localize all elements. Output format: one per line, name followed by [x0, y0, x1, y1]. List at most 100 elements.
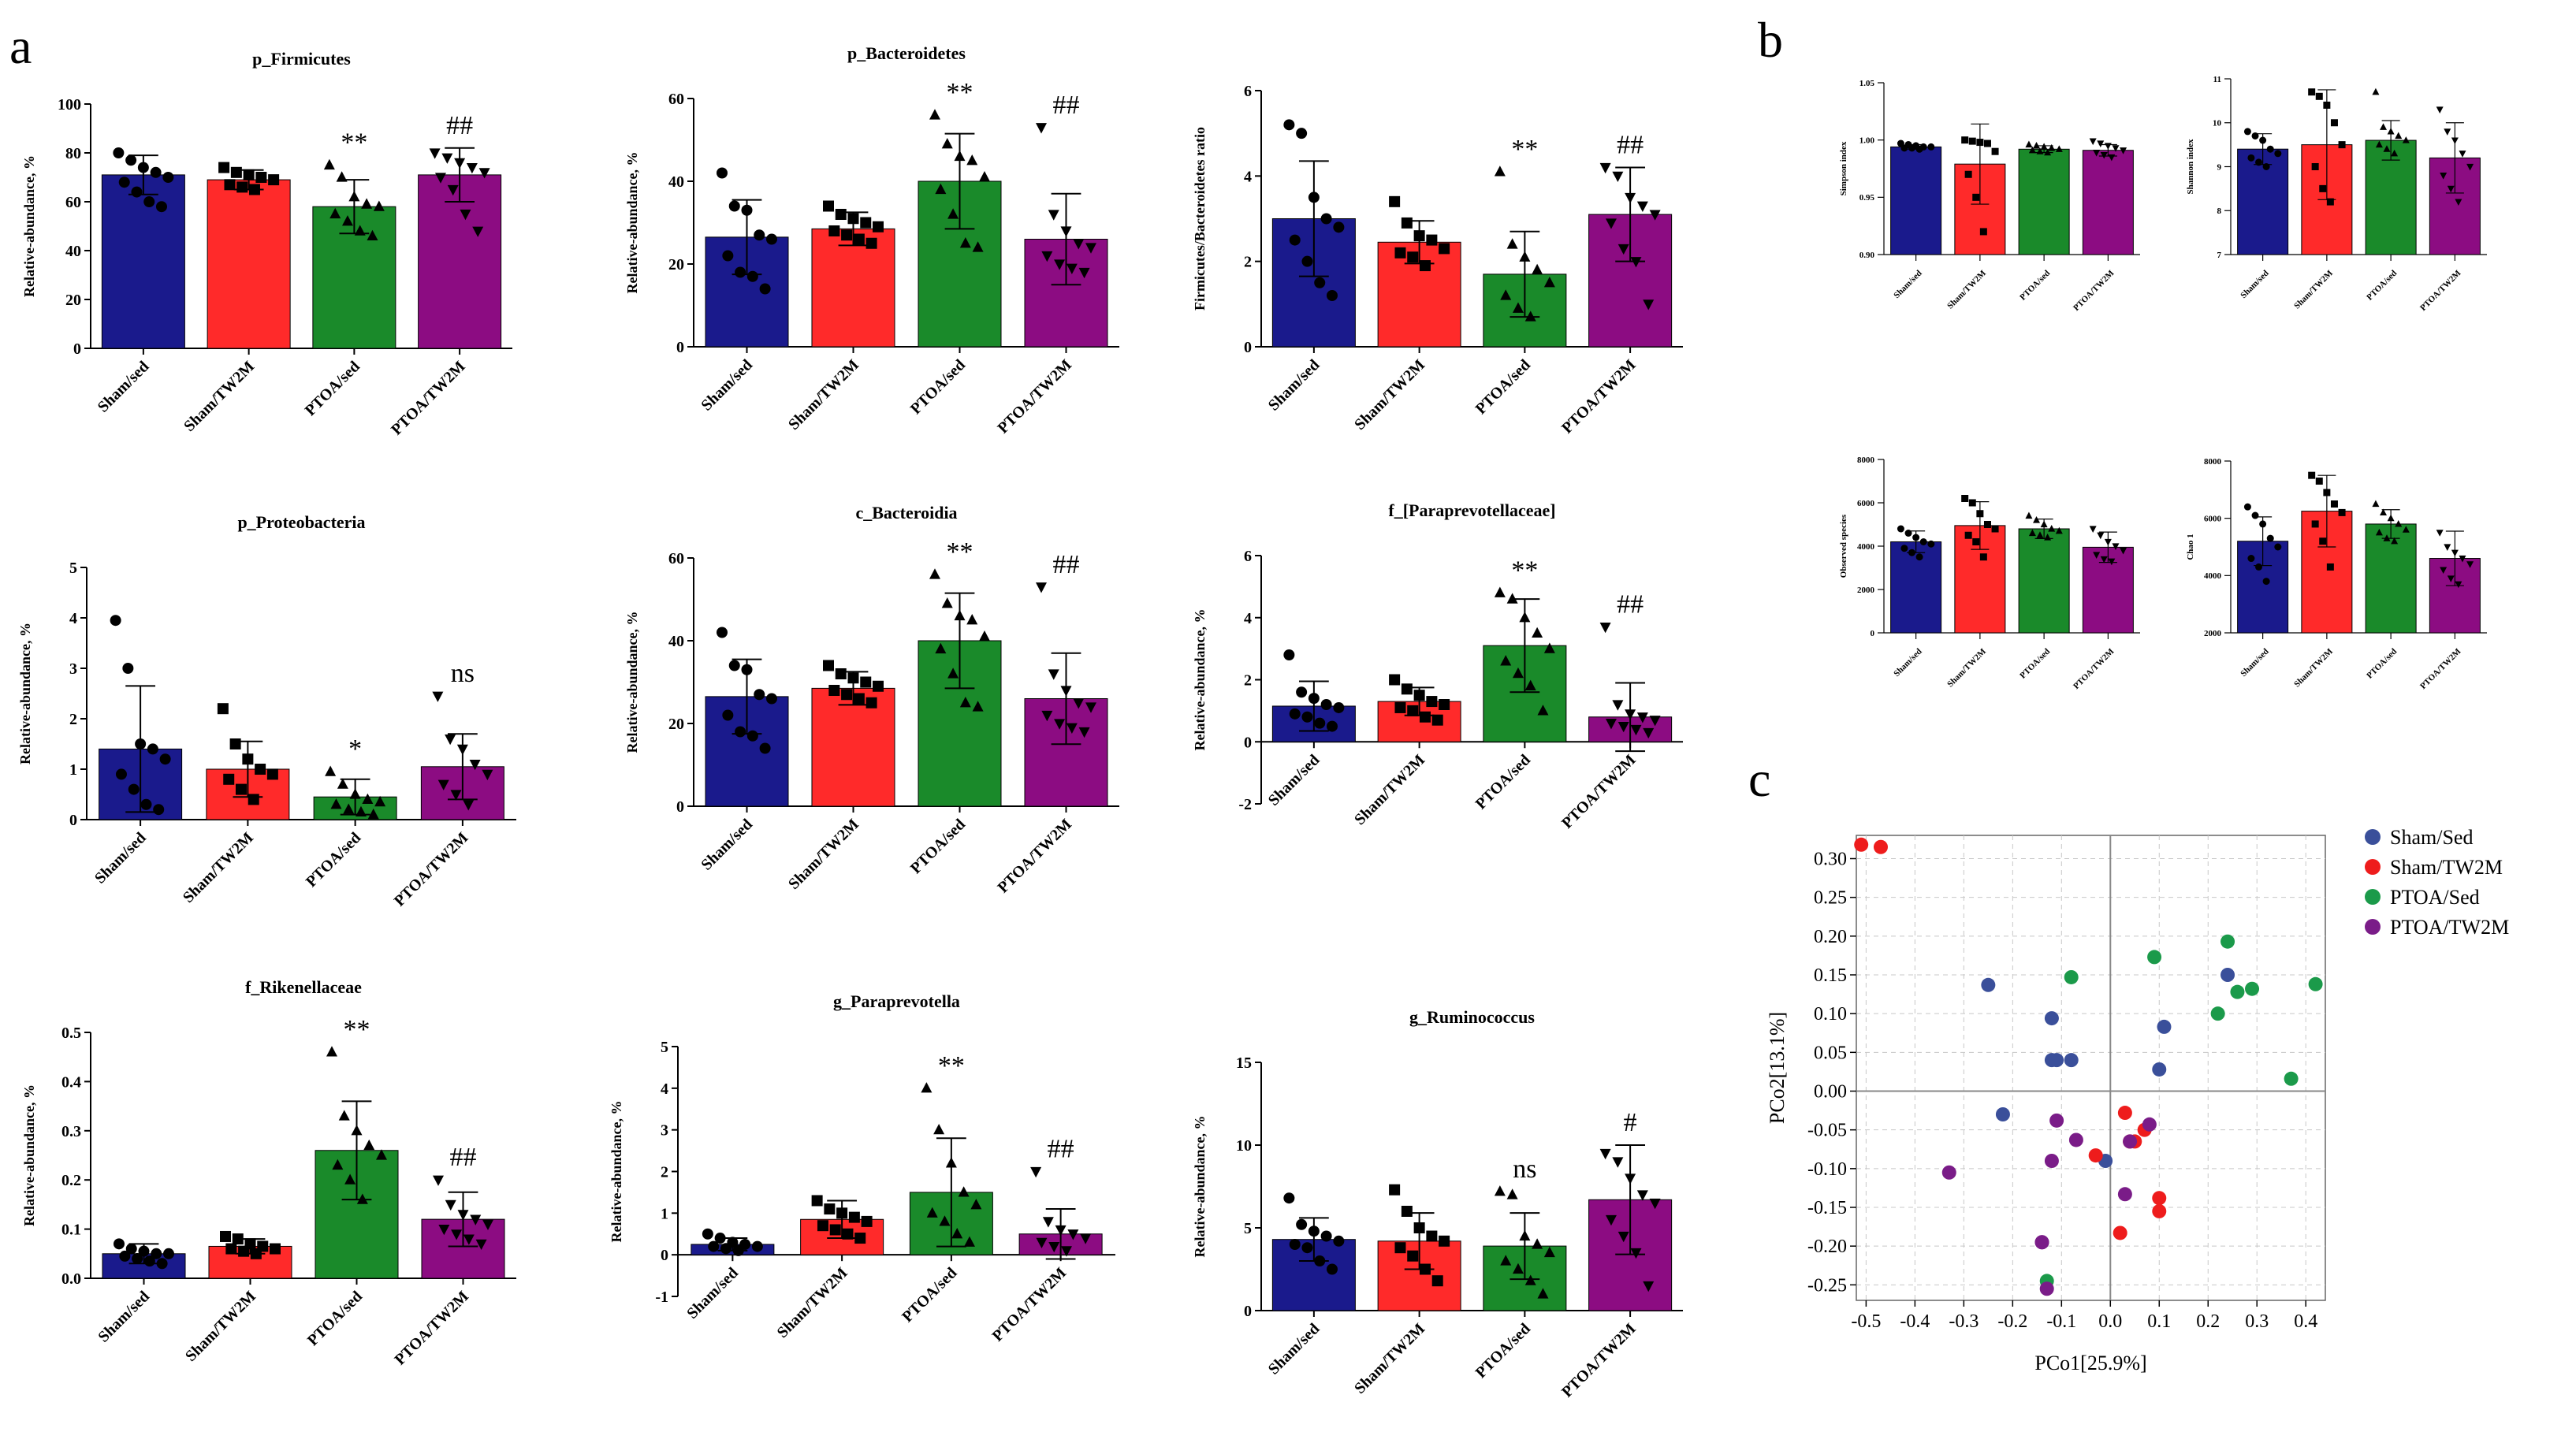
x-tick-label: Sham/TW2M [1351, 1320, 1428, 1397]
data-point [2447, 575, 2455, 582]
data-point [223, 773, 235, 785]
data-point [861, 1215, 873, 1227]
data-point [2391, 149, 2399, 157]
data-point [835, 668, 847, 679]
bar-sham-tw2m [811, 687, 895, 807]
data-point [1991, 525, 1999, 533]
data-point [1439, 699, 1450, 710]
data-point [1041, 710, 1053, 722]
data-point [266, 768, 278, 780]
data-point [1904, 530, 1912, 537]
y-tick-label: 6 [1244, 83, 1252, 100]
x-tick-label: Sham/TW2M [785, 356, 862, 433]
data-point [1296, 1218, 1308, 1230]
data-point [2319, 537, 2327, 545]
data-point [1439, 1235, 1450, 1247]
data-point [1649, 1198, 1661, 1210]
y-tick-label: 1.05 [1859, 79, 1875, 88]
point-ptoa-sed [2308, 976, 2323, 991]
x-tick-label: Sham/sed [1892, 647, 1923, 679]
data-point [1296, 686, 1308, 698]
data-point [2120, 547, 2127, 555]
data-point [929, 109, 940, 120]
data-point [2383, 145, 2391, 152]
x-tick-label: Sham/TW2M [785, 816, 862, 893]
chart-shannon: 7 8 9 10 11 Shannon index Sham/sed Sham/TW2M PTO… [2186, 75, 2487, 313]
data-point [1073, 239, 1085, 250]
x-tick-label: PTOA/TW2M [2418, 646, 2463, 691]
data-point [717, 627, 728, 638]
x-tick-label: PTOA/TW2M [1558, 751, 1640, 832]
y-tick-label: 0.90 [1859, 251, 1875, 260]
data-point [1543, 277, 1555, 288]
data-point [1919, 538, 1927, 545]
x-tick-label: Sham/sed [91, 829, 150, 887]
significance-label: ## [1617, 590, 1644, 619]
data-point [929, 568, 940, 579]
point-sham-sed [1981, 977, 1996, 992]
data-point [1605, 1214, 1617, 1226]
y-tick-label: 6000 [2204, 515, 2222, 524]
data-point [248, 794, 259, 805]
y-tick-label: 0 [1244, 1303, 1252, 1320]
data-point [2447, 185, 2455, 193]
data-point [355, 805, 367, 816]
data-point [1524, 679, 1536, 690]
data-point [337, 778, 348, 789]
significance-label: ** [1511, 135, 1538, 164]
data-point [224, 179, 236, 191]
data-point [1494, 165, 1506, 177]
data-point [2372, 87, 2380, 95]
x-tick-label: Sham/TW2M [1945, 268, 1988, 311]
data-point [1537, 1288, 1549, 1299]
data-point [153, 804, 165, 816]
data-point [1643, 1281, 1655, 1292]
data-point [1617, 721, 1629, 733]
x-tick-label: Sham/TW2M [180, 829, 257, 906]
data-point [2259, 520, 2267, 528]
data-point [1048, 210, 1059, 221]
data-point [2112, 145, 2120, 152]
data-point [759, 283, 771, 295]
y-tick-label: 0.2 [61, 1172, 81, 1189]
data-point [248, 184, 260, 195]
legend-marker [2365, 919, 2381, 935]
data-point [746, 730, 758, 742]
data-point [1407, 1250, 1419, 1262]
data-point [229, 738, 241, 749]
y-tick-label: 8000 [2204, 457, 2222, 467]
chart-bact: p_Bacteroidetes 0 20 40 60 Relative-abundance… [624, 43, 1119, 437]
y-tick-label: 6 [1244, 548, 1252, 565]
data-point [2380, 508, 2388, 515]
x-tick-label: -0.4 [1900, 1311, 1930, 1332]
data-point [1532, 627, 1543, 638]
data-point [728, 660, 740, 671]
data-point [954, 150, 966, 162]
data-point [1908, 549, 1916, 556]
data-point [735, 266, 746, 278]
data-point [1041, 251, 1053, 262]
data-point [147, 743, 158, 755]
chart-title: p_Firmicutes [252, 49, 351, 69]
data-point [972, 701, 984, 712]
data-point [236, 181, 248, 193]
point-ptoa-tw2m [2068, 1132, 2083, 1147]
data-point [1048, 1242, 1060, 1253]
data-point [2311, 520, 2319, 528]
data-point [966, 154, 978, 165]
y-tick-label: 40 [668, 633, 684, 650]
significance-label: ns [451, 659, 475, 688]
data-point [1407, 705, 1419, 716]
data-point [1283, 649, 1295, 660]
significance-label: ## [1053, 550, 1080, 579]
data-point [1078, 727, 1090, 738]
y-tick-label: 0.3 [61, 1123, 81, 1140]
chart-title: c_Bacteroidia [855, 503, 957, 523]
data-point [959, 697, 971, 708]
data-point [1283, 119, 1295, 131]
data-point [970, 1199, 982, 1210]
data-point [2247, 555, 2255, 563]
data-point [445, 735, 456, 746]
data-point [766, 693, 777, 705]
y-tick-label: 1 [661, 1205, 668, 1222]
